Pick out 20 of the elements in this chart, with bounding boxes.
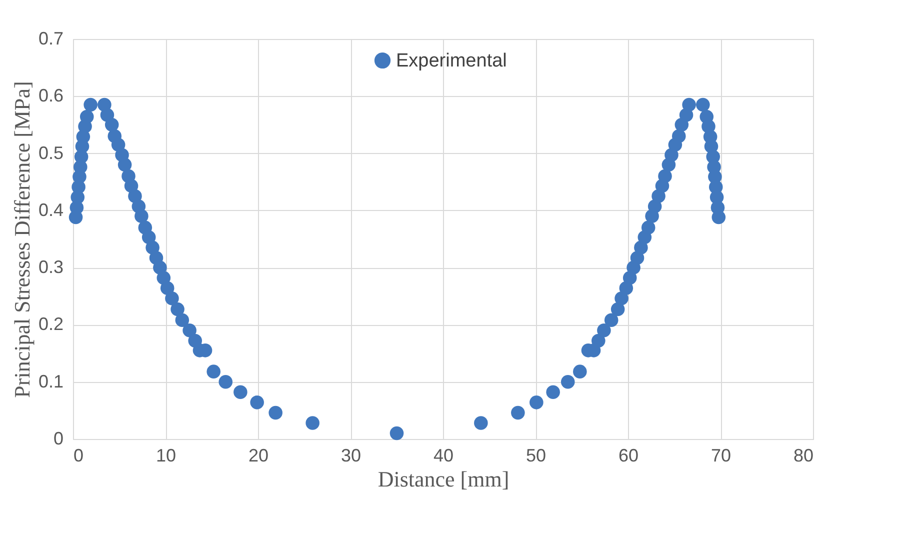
y-tick-label: 0.5 bbox=[38, 142, 64, 163]
y-tick-label: 0.3 bbox=[38, 257, 64, 278]
legend-label: Experimental bbox=[396, 50, 507, 72]
y-tick-label: 0.7 bbox=[38, 28, 64, 48]
y-tick-label: 0.1 bbox=[38, 371, 64, 392]
x-tick-label: 60 bbox=[618, 446, 639, 466]
y-axis-title: Principal Stresses Difference [MPa] bbox=[9, 81, 34, 398]
x-tick-label: 80 bbox=[793, 446, 814, 466]
x-tick-label: 10 bbox=[156, 446, 176, 466]
x-axis-title: Distance [mm] bbox=[378, 466, 510, 492]
y-tick-label: 0.6 bbox=[38, 86, 64, 106]
y-tick-label: 0.4 bbox=[38, 200, 64, 220]
x-tick-label: 50 bbox=[526, 446, 546, 466]
x-tick-label: 70 bbox=[710, 446, 732, 466]
x-tick-label: 40 bbox=[433, 446, 454, 466]
x-tick-label: 20 bbox=[248, 446, 269, 466]
x-tick-label: 0 bbox=[74, 446, 84, 466]
x-tick-label: 30 bbox=[340, 446, 362, 466]
y-tick-label: 0.2 bbox=[38, 314, 64, 334]
y-tick-label: 0 bbox=[53, 428, 64, 448]
